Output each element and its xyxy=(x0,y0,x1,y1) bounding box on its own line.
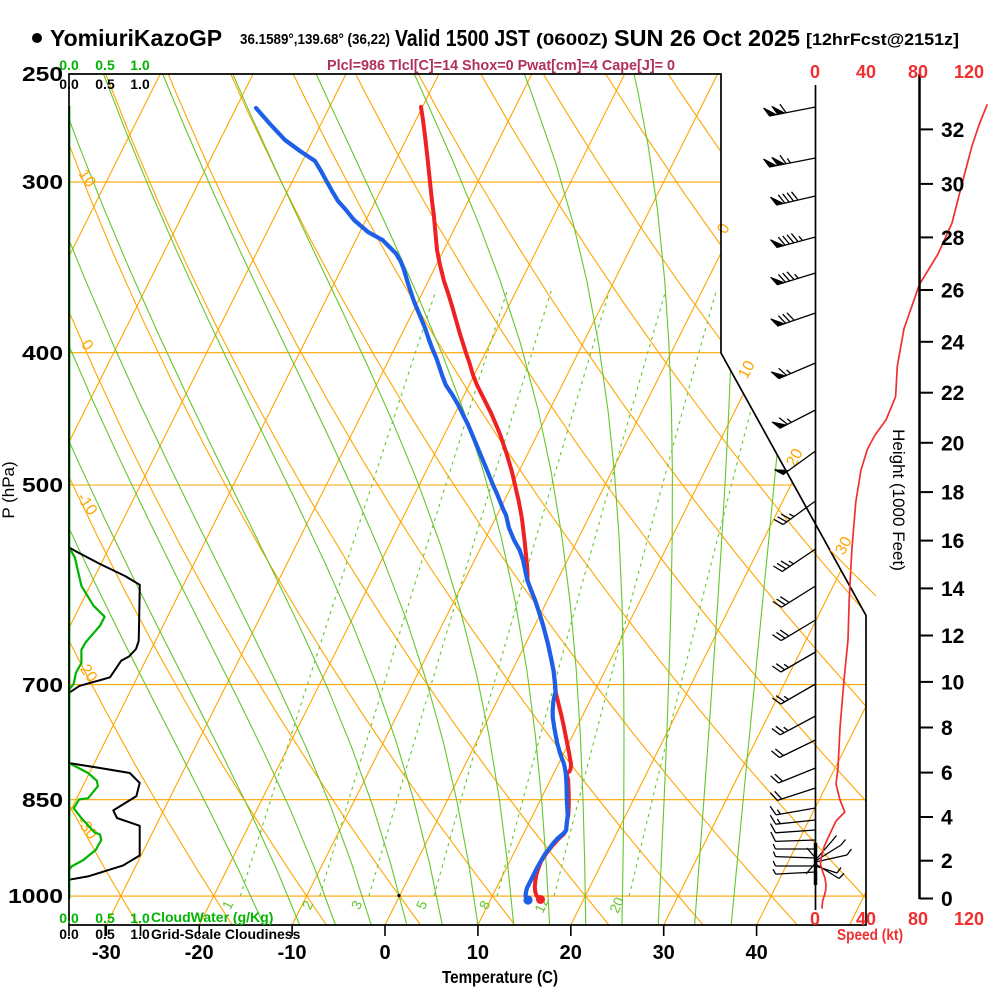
svg-text:12: 12 xyxy=(941,625,964,648)
svg-text:SUN 26 Oct 2025: SUN 26 Oct 2025 xyxy=(614,25,800,51)
svg-text:40: 40 xyxy=(856,62,876,82)
svg-text:30: 30 xyxy=(653,942,675,964)
svg-text:-20: -20 xyxy=(185,942,214,964)
svg-text:40: 40 xyxy=(745,942,767,964)
svg-text:0: 0 xyxy=(379,942,390,964)
svg-text:500: 500 xyxy=(22,475,63,497)
svg-text:10: 10 xyxy=(735,358,758,382)
svg-text:Speed (kt): Speed (kt) xyxy=(837,927,903,944)
svg-text:0.5: 0.5 xyxy=(95,76,115,92)
svg-text:-10: -10 xyxy=(278,942,307,964)
svg-text:0.0: 0.0 xyxy=(59,926,79,942)
svg-text:30: 30 xyxy=(832,534,855,558)
svg-text:80: 80 xyxy=(908,909,928,929)
svg-text:YomiuriKazoGP: YomiuriKazoGP xyxy=(50,25,222,51)
svg-text:2: 2 xyxy=(941,850,953,873)
svg-text:0.5: 0.5 xyxy=(95,926,115,942)
svg-text:Plcl=986 Tlcl[C]=14 Shox=0 Pwa: Plcl=986 Tlcl[C]=14 Shox=0 Pwat[cm]=4 Ca… xyxy=(327,57,675,74)
svg-text:20: 20 xyxy=(606,894,627,915)
svg-text:(0600Z): (0600Z) xyxy=(536,30,608,49)
svg-text:CloudWater (g/Kg): CloudWater (g/Kg) xyxy=(151,909,273,925)
svg-text:250: 250 xyxy=(22,64,63,86)
svg-text:120: 120 xyxy=(954,62,984,82)
svg-text:400: 400 xyxy=(22,343,63,365)
svg-text:16: 16 xyxy=(941,530,964,553)
svg-text:1.0: 1.0 xyxy=(130,76,150,92)
svg-text:0.0: 0.0 xyxy=(59,910,79,926)
svg-text:0: 0 xyxy=(941,888,953,911)
svg-text:26: 26 xyxy=(941,280,964,303)
svg-text:4: 4 xyxy=(941,807,953,830)
svg-text:120: 120 xyxy=(954,909,984,929)
svg-text:-30: -30 xyxy=(92,942,121,964)
svg-text:22: 22 xyxy=(941,382,964,405)
svg-text:0.0: 0.0 xyxy=(59,76,79,92)
svg-text:0: 0 xyxy=(810,909,820,929)
svg-text:24: 24 xyxy=(941,331,965,354)
svg-text:1.0: 1.0 xyxy=(130,57,150,73)
svg-text:80: 80 xyxy=(908,62,928,82)
svg-text:28: 28 xyxy=(941,227,965,250)
svg-text:10: 10 xyxy=(467,942,489,964)
svg-text:Valid 1500 JST: Valid 1500 JST xyxy=(395,25,530,51)
svg-text:0.5: 0.5 xyxy=(95,57,115,73)
svg-text:Temperature (C): Temperature (C) xyxy=(442,967,558,987)
svg-text:1.0: 1.0 xyxy=(130,926,150,942)
svg-text:1.0: 1.0 xyxy=(130,910,150,926)
svg-text:20: 20 xyxy=(941,432,964,455)
svg-text:Height (1000 Feet): Height (1000 Feet) xyxy=(889,429,908,571)
svg-text:8: 8 xyxy=(941,717,953,740)
svg-text:700: 700 xyxy=(22,675,63,697)
svg-text:850: 850 xyxy=(22,790,63,812)
svg-text:1000: 1000 xyxy=(8,886,63,908)
svg-text:40: 40 xyxy=(856,909,876,929)
svg-text:300: 300 xyxy=(22,172,63,194)
svg-text:Grid-Scale Cloudiness: Grid-Scale Cloudiness xyxy=(151,926,301,942)
svg-text:30: 30 xyxy=(941,173,964,196)
svg-text:[12hrFcst@2151z]: [12hrFcst@2151z] xyxy=(806,31,959,49)
svg-text:0.5: 0.5 xyxy=(95,910,115,926)
svg-text:20: 20 xyxy=(560,942,582,964)
svg-text:14: 14 xyxy=(941,578,965,601)
svg-text:32: 32 xyxy=(941,119,964,142)
svg-text:0: 0 xyxy=(810,62,820,82)
svg-text:0.0: 0.0 xyxy=(59,57,79,73)
svg-text:20: 20 xyxy=(783,446,806,470)
svg-text:10: 10 xyxy=(941,671,964,694)
svg-text:18: 18 xyxy=(941,482,965,505)
svg-text:6: 6 xyxy=(941,762,953,785)
svg-text:36.1589°,139.68° (36,22): 36.1589°,139.68° (36,22) xyxy=(240,32,390,48)
svg-text:P (hPa): P (hPa) xyxy=(0,461,18,518)
